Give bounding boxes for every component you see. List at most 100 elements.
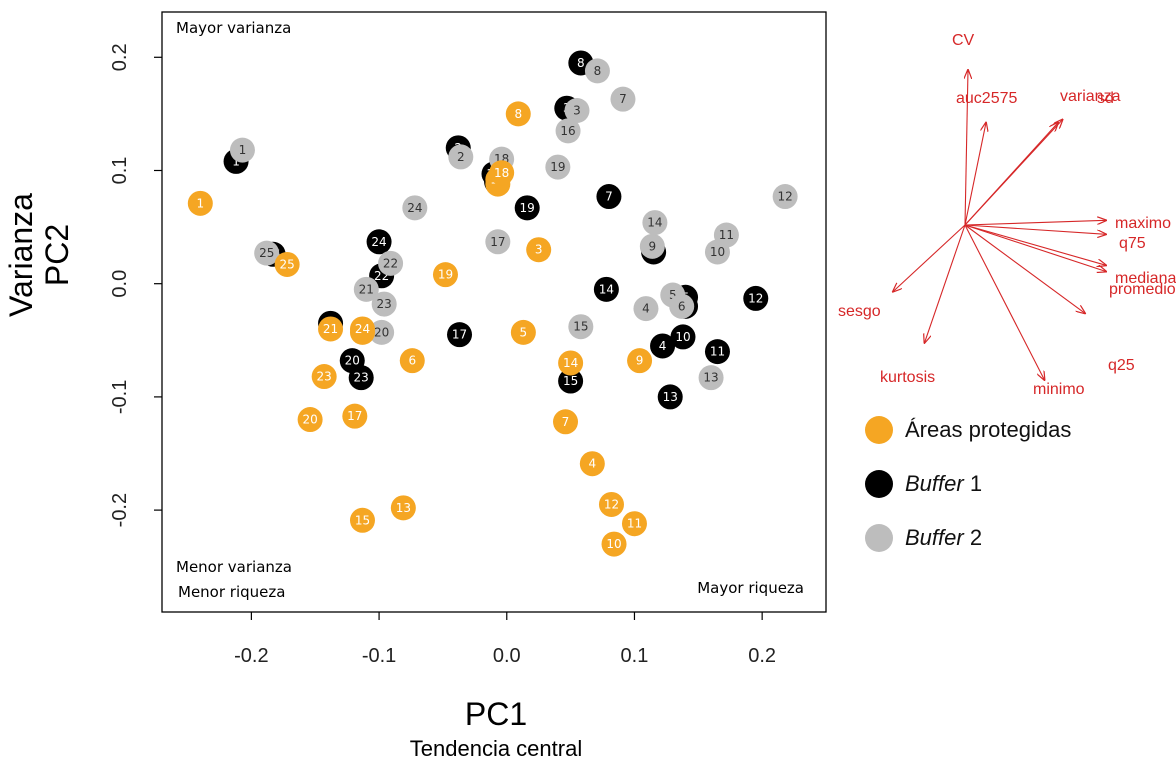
point-label: 5: [520, 325, 528, 339]
point-buffer2: 12: [772, 184, 798, 210]
point-marker: [642, 210, 668, 236]
point-label: 9: [636, 354, 644, 368]
point-marker: [447, 322, 473, 348]
legend-item-buffer2: Buffer 2: [865, 524, 982, 552]
point-label: 24: [407, 201, 422, 215]
point-buffer2: 2: [448, 144, 474, 170]
point-label: 6: [408, 354, 416, 368]
point-buffer2: 23: [371, 291, 397, 317]
point-marker: [564, 97, 590, 123]
point-buffer2: 8: [584, 58, 610, 84]
point-marker: [187, 190, 213, 216]
point-marker: [633, 296, 659, 322]
point-label: 7: [605, 190, 613, 204]
point-buffer2: 21: [353, 276, 379, 302]
point-buffer2: 3: [564, 97, 590, 123]
point-marker: [743, 285, 769, 311]
point-label: 19: [438, 268, 453, 282]
point-marker: [318, 316, 344, 342]
y-tick-label: 0.1: [109, 157, 131, 185]
loading-label: kurtosis: [880, 369, 935, 386]
point-label: 6: [678, 299, 686, 313]
point-areas: 12: [598, 491, 624, 517]
point-label: 9: [649, 239, 657, 253]
point-label: 10: [675, 330, 690, 344]
point-areas: 15: [349, 507, 375, 533]
loading-arrow: [964, 220, 1106, 226]
point-label: 17: [490, 235, 505, 249]
point-marker: [669, 293, 695, 319]
point-label: 19: [520, 201, 535, 215]
point-marker: [598, 491, 624, 517]
point-buffer1: 23: [348, 365, 374, 391]
point-marker: [627, 348, 653, 374]
point-marker: [584, 58, 610, 84]
y-axis-title: PC2: [39, 224, 75, 286]
legend-label-areas: Áreas protegidas: [905, 417, 1071, 442]
point-marker: [366, 229, 392, 255]
point-marker: [650, 333, 676, 359]
y-tick-label: -0.2: [109, 493, 131, 527]
point-areas: 18: [489, 160, 515, 186]
point-buffer2: 9: [639, 233, 665, 259]
point-marker: [349, 316, 375, 342]
loading-arrow: [964, 224, 1106, 272]
point-label: 20: [302, 413, 317, 427]
loading-label: promedio: [1109, 281, 1176, 298]
point-marker: [601, 531, 627, 557]
point-marker: [514, 195, 540, 221]
loading-arrow: [964, 224, 1045, 380]
point-label: 1: [232, 154, 240, 168]
svg-text:Buffer 2: Buffer 2: [905, 525, 982, 550]
x-tick-label: -0.2: [234, 645, 268, 667]
point-marker: [369, 319, 395, 345]
point-areas: 9: [627, 348, 653, 374]
point-areas: 23: [311, 364, 337, 390]
point-marker: [596, 184, 622, 210]
point-label: 13: [703, 371, 718, 385]
point-label: 15: [573, 320, 588, 334]
point-buffer2: 22: [378, 250, 404, 276]
loading-arrow: [964, 123, 986, 226]
point-marker: [610, 86, 636, 112]
point-label: 14: [647, 216, 662, 230]
point-marker: [713, 222, 739, 248]
point-label: 12: [748, 291, 763, 305]
point-marker: [348, 365, 374, 391]
point-areas: 19: [432, 262, 458, 288]
loading-arrow: [965, 70, 968, 226]
point-label: 20: [345, 354, 360, 368]
point-buffer2: 24: [402, 195, 428, 221]
plot-frame: [161, 11, 827, 613]
point-label: 12: [604, 497, 619, 511]
x-tick-label: 0.2: [748, 645, 776, 667]
point-label: 23: [377, 297, 392, 311]
loading-arrow: [964, 224, 1106, 234]
point-label: 16: [560, 124, 575, 138]
point-label: 23: [354, 371, 369, 385]
point-marker: [526, 237, 552, 263]
point-areas: 25: [274, 251, 300, 277]
point-marker: [555, 118, 581, 144]
point-buffer2: 13: [698, 365, 724, 391]
loading-arrow: [925, 224, 966, 343]
point-label: 10: [606, 537, 621, 551]
point-buffer2: 16: [555, 118, 581, 144]
point-label: 17: [347, 409, 362, 423]
point-marker: [505, 101, 531, 127]
point-marker: [558, 368, 584, 394]
point-label: 8: [514, 107, 522, 121]
legend-item-buffer1: Buffer 1: [865, 470, 982, 498]
loading-label: auc2575: [956, 90, 1017, 107]
legend-swatch-buffer2: [865, 524, 893, 552]
point-buffer1: 11: [704, 339, 730, 365]
point-areas: 14: [558, 350, 584, 376]
legend-swatch-areas: [865, 416, 893, 444]
svg-text:Áreas protegidas: Áreas protegidas: [905, 417, 1071, 442]
x-axis-subtitle: Tendencia central: [410, 736, 582, 760]
point-areas: 24: [349, 316, 375, 342]
loading-label: sd: [1097, 90, 1114, 107]
point-marker: [704, 339, 730, 365]
point-label: 24: [355, 322, 370, 336]
